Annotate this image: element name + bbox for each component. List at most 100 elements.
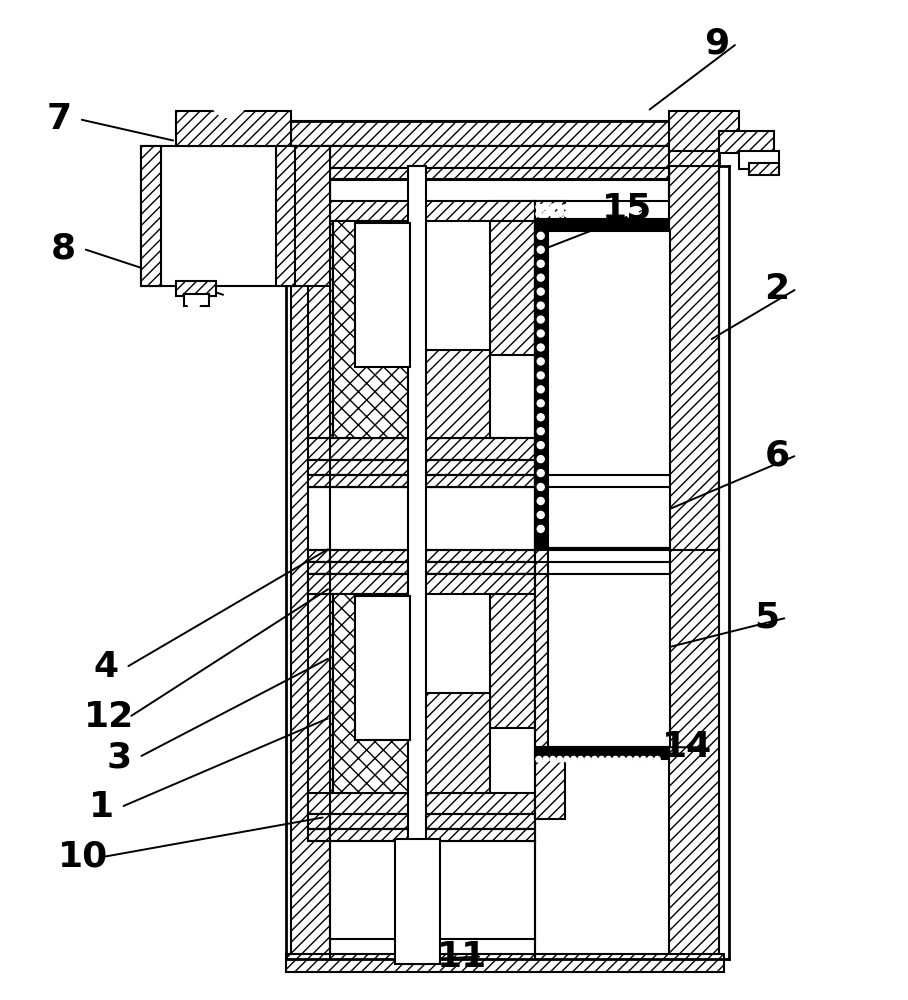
Circle shape bbox=[538, 246, 544, 253]
Bar bbox=[141, 146, 161, 286]
Circle shape bbox=[627, 756, 632, 762]
Bar bbox=[309, 475, 535, 487]
Circle shape bbox=[634, 756, 639, 762]
Bar bbox=[309, 829, 535, 841]
Circle shape bbox=[564, 204, 569, 210]
Circle shape bbox=[538, 414, 544, 421]
Bar bbox=[309, 460, 535, 475]
Bar bbox=[355, 223, 410, 367]
Circle shape bbox=[634, 204, 639, 210]
Circle shape bbox=[585, 204, 590, 210]
Circle shape bbox=[550, 211, 556, 217]
Circle shape bbox=[538, 344, 544, 351]
Text: 1: 1 bbox=[88, 790, 114, 824]
Circle shape bbox=[619, 204, 626, 210]
Circle shape bbox=[655, 211, 660, 217]
Circle shape bbox=[619, 756, 626, 762]
Circle shape bbox=[585, 211, 590, 217]
Circle shape bbox=[627, 204, 632, 210]
Circle shape bbox=[538, 232, 544, 239]
Circle shape bbox=[606, 756, 611, 762]
Circle shape bbox=[577, 211, 584, 217]
Bar bbox=[395, 839, 440, 964]
Text: 2: 2 bbox=[765, 272, 790, 306]
Bar bbox=[490, 201, 535, 355]
Circle shape bbox=[641, 756, 646, 762]
Bar bbox=[291, 146, 719, 166]
Bar bbox=[739, 151, 779, 169]
Circle shape bbox=[538, 498, 544, 504]
Text: 12: 12 bbox=[84, 700, 134, 734]
Circle shape bbox=[538, 358, 544, 365]
Bar bbox=[291, 166, 331, 959]
Circle shape bbox=[538, 288, 544, 295]
Circle shape bbox=[538, 372, 544, 379]
Circle shape bbox=[538, 400, 544, 407]
Circle shape bbox=[647, 204, 653, 210]
Circle shape bbox=[557, 756, 562, 762]
Circle shape bbox=[188, 297, 200, 309]
Circle shape bbox=[647, 211, 653, 217]
Circle shape bbox=[571, 756, 577, 762]
Bar bbox=[176, 281, 216, 296]
Ellipse shape bbox=[192, 175, 230, 197]
Circle shape bbox=[627, 211, 632, 217]
Circle shape bbox=[598, 211, 605, 217]
Circle shape bbox=[536, 756, 541, 762]
Circle shape bbox=[543, 211, 548, 217]
Bar bbox=[309, 793, 535, 815]
Bar bbox=[408, 166, 426, 964]
Circle shape bbox=[538, 470, 544, 477]
Circle shape bbox=[550, 756, 556, 762]
Circle shape bbox=[647, 756, 653, 762]
Circle shape bbox=[577, 204, 584, 210]
Bar bbox=[535, 201, 565, 819]
Bar bbox=[291, 146, 331, 286]
Bar bbox=[331, 146, 669, 168]
Circle shape bbox=[592, 211, 597, 217]
Bar bbox=[309, 201, 535, 221]
Circle shape bbox=[557, 204, 562, 210]
Text: 7: 7 bbox=[46, 102, 72, 136]
Bar bbox=[309, 438, 535, 460]
Text: 5: 5 bbox=[755, 601, 780, 635]
Text: 10: 10 bbox=[58, 840, 108, 874]
Bar bbox=[548, 548, 670, 747]
Text: 11: 11 bbox=[437, 940, 487, 974]
Circle shape bbox=[641, 211, 646, 217]
Bar bbox=[548, 231, 670, 548]
Circle shape bbox=[211, 81, 247, 117]
Circle shape bbox=[538, 511, 544, 518]
Text: 14: 14 bbox=[662, 730, 713, 764]
Circle shape bbox=[613, 204, 618, 210]
Circle shape bbox=[538, 428, 544, 435]
Bar bbox=[669, 166, 719, 959]
Bar bbox=[183, 294, 209, 306]
Bar bbox=[275, 146, 295, 286]
Text: 4: 4 bbox=[94, 650, 119, 684]
Circle shape bbox=[538, 274, 544, 281]
Circle shape bbox=[641, 204, 646, 210]
Bar bbox=[355, 596, 410, 740]
Circle shape bbox=[592, 204, 597, 210]
Bar bbox=[141, 146, 295, 286]
Circle shape bbox=[606, 211, 611, 217]
Circle shape bbox=[571, 204, 577, 210]
Bar bbox=[535, 229, 547, 548]
Bar bbox=[749, 163, 779, 175]
Bar bbox=[309, 574, 535, 594]
Circle shape bbox=[564, 756, 569, 762]
Bar bbox=[309, 550, 535, 562]
Bar bbox=[669, 111, 739, 151]
Bar bbox=[535, 219, 669, 229]
Circle shape bbox=[557, 211, 562, 217]
Circle shape bbox=[619, 211, 626, 217]
Bar bbox=[413, 350, 490, 438]
Circle shape bbox=[564, 211, 569, 217]
Bar bbox=[331, 168, 669, 180]
Bar bbox=[535, 747, 669, 759]
Circle shape bbox=[536, 211, 541, 217]
Text: 8: 8 bbox=[51, 232, 75, 266]
Circle shape bbox=[543, 756, 548, 762]
Bar bbox=[719, 131, 774, 153]
